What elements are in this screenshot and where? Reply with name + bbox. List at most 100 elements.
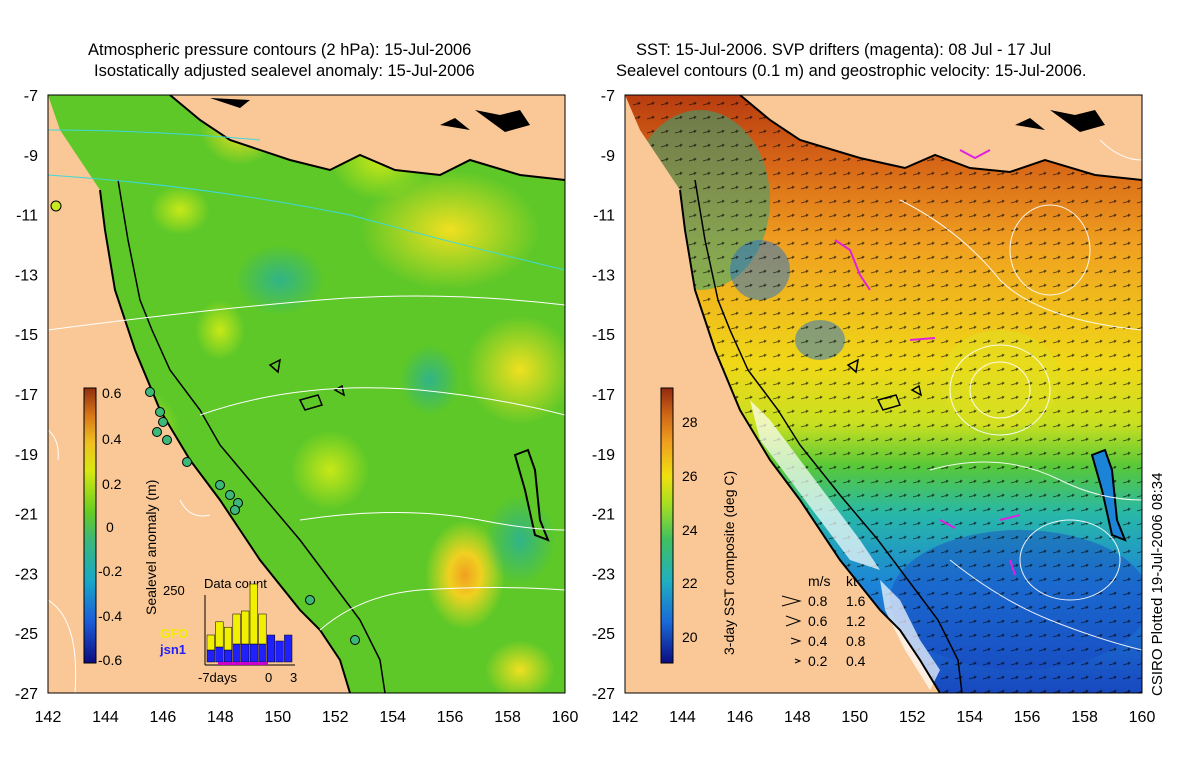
svg-text:-0.2: -0.2 [98, 563, 122, 579]
australia-coast-left [99, 189, 351, 693]
y-tick-label: -7 [24, 88, 38, 105]
x-tick-label: 158 [494, 709, 521, 726]
sealevel-contours [899, 139, 1142, 651]
y-tick-label: -19 [592, 447, 615, 464]
y-tick-label: -7 [601, 88, 615, 105]
inset-bar-jsn1 [249, 643, 258, 663]
velocity-legend: m/s kt 0.8 1.6 0.6 1.2 0.4 0.8 0.2 0.4 [808, 573, 866, 669]
pressure-contour-3 [48, 295, 565, 331]
y-tick-label: -27 [592, 686, 615, 703]
svg-text:0.2: 0.2 [808, 653, 828, 669]
x-tick-label: 142 [35, 709, 62, 726]
left-title-line1: Atmospheric pressure contours (2 hPa): 1… [88, 41, 472, 59]
svg-text:0.4: 0.4 [846, 653, 866, 669]
svg-text:28: 28 [682, 414, 698, 430]
svg-text:m/s: m/s [808, 573, 831, 589]
y-tick-label: -15 [15, 327, 38, 344]
sla-colorbar [83, 387, 97, 664]
x-tick-label: 158 [1071, 709, 1098, 726]
inset-bar-jsn1 [206, 649, 215, 663]
sst-colorbar-label: 3-day SST composite (deg C) [721, 471, 737, 655]
svg-text:0.2: 0.2 [102, 476, 122, 492]
sla-high-anomaly [425, 520, 505, 630]
svg-text:22: 22 [682, 575, 698, 591]
inset-xlabel-end: 3 [290, 670, 297, 685]
x-tick-label: 144 [92, 709, 119, 726]
australia-coast-right [679, 189, 941, 693]
svg-text:0.4: 0.4 [102, 431, 122, 447]
pressure-contour-4 [199, 387, 565, 416]
y-tick-label: -9 [24, 148, 38, 165]
right-title-line2: Sealevel contours (0.1 m) and geostrophi… [616, 62, 1087, 80]
svg-text:1.2: 1.2 [846, 613, 866, 629]
x-tick-label: 146 [727, 709, 754, 726]
y-tick-label: -15 [592, 327, 615, 344]
svg-text:0.6: 0.6 [808, 613, 828, 629]
left-map [48, 95, 565, 693]
reef-edge-left [117, 179, 386, 693]
sla-colorbar-label: Sealevel anomaly (m) [143, 480, 159, 615]
svg-text:kt: kt [846, 573, 857, 589]
inset-bar-gfo [206, 634, 215, 651]
x-tick-label: 154 [956, 709, 983, 726]
inset-bar-jsn1 [232, 643, 241, 663]
inset-bar-gfo [241, 610, 250, 645]
left-title-line2: Isostatically adjusted sealevel anomaly:… [94, 62, 475, 80]
pressure-contour-6 [319, 587, 565, 631]
svg-text:0.8: 0.8 [846, 633, 866, 649]
inset-bar-jsn1 [284, 634, 293, 663]
y-tick-label: -9 [601, 148, 615, 165]
y-tick-label: -27 [15, 686, 38, 703]
png-land-right [625, 95, 1142, 180]
x-tick-label: 156 [437, 709, 464, 726]
x-tick-label: 146 [150, 709, 177, 726]
svg-text:24: 24 [682, 522, 698, 538]
x-tick-label: 148 [207, 709, 234, 726]
right-title-line1: SST: 15-Jul-2006. SVP drifters (magenta)… [636, 41, 1052, 59]
svg-text:0: 0 [106, 519, 114, 535]
y-tick-label: -25 [592, 626, 615, 643]
inset-bar-jsn1 [266, 634, 276, 663]
inset-bar-jsn1 [215, 646, 224, 663]
x-tick-label: 148 [784, 709, 811, 726]
plot-credit: CSIRO Plotted 19-Jul-2006 08:34 [1149, 473, 1166, 696]
y-tick-label: -17 [15, 387, 38, 404]
inset-bar-jsn1 [223, 649, 233, 663]
y-tick-label: -25 [15, 626, 38, 643]
sst-colorbar [660, 387, 674, 664]
inset-bar-gfo [258, 613, 267, 645]
pressure-contour-5 [299, 512, 565, 531]
y-tick-label: -13 [592, 267, 615, 284]
inset-bar-jsn1 [258, 643, 267, 663]
inset-bar-gfo [223, 626, 233, 651]
tide-gauge-markers [50, 200, 360, 645]
x-tick-label: 144 [669, 709, 696, 726]
svg-text:26: 26 [682, 468, 698, 484]
x-tick-label: 156 [1014, 709, 1041, 726]
png-land-left [48, 95, 565, 180]
x-tick-label: 150 [841, 709, 868, 726]
inset-legend-jsn1: jsn1 [159, 642, 186, 657]
inset-bar-gfo [249, 583, 258, 645]
x-tick-label: 160 [1129, 709, 1156, 726]
right-y-axis: -7 -9 -11 -13 -15 -17 -19 -21 -23 -25 -27 [592, 88, 615, 703]
inset-xlabel-zero: 0 [265, 670, 272, 685]
y-tick-label: -17 [592, 387, 615, 404]
pressure-contour-1 [48, 129, 261, 141]
x-tick-label: 142 [612, 709, 639, 726]
data-count-inset: Data count 250 GFO jsn1 -7days 0 3 [159, 576, 297, 685]
inset-xlabel-start: -7days [198, 670, 238, 685]
svg-text:0.6: 0.6 [102, 385, 122, 401]
inset-bar-gfo [232, 613, 241, 645]
inset-bar-jsn1 [275, 640, 284, 663]
x-tick-label: 154 [379, 709, 406, 726]
inset-bar-gfo [215, 621, 224, 648]
y-tick-label: -11 [16, 208, 38, 225]
svg-text:0.4: 0.4 [808, 633, 828, 649]
velocity-legend-arrows [781, 595, 802, 664]
inset-bar-jsn1 [241, 643, 250, 663]
y-tick-label: -23 [592, 566, 615, 583]
y-tick-label: -21 [592, 507, 615, 524]
svg-text:0.8: 0.8 [808, 593, 828, 609]
inset-legend-gfo: GFO [160, 626, 188, 641]
